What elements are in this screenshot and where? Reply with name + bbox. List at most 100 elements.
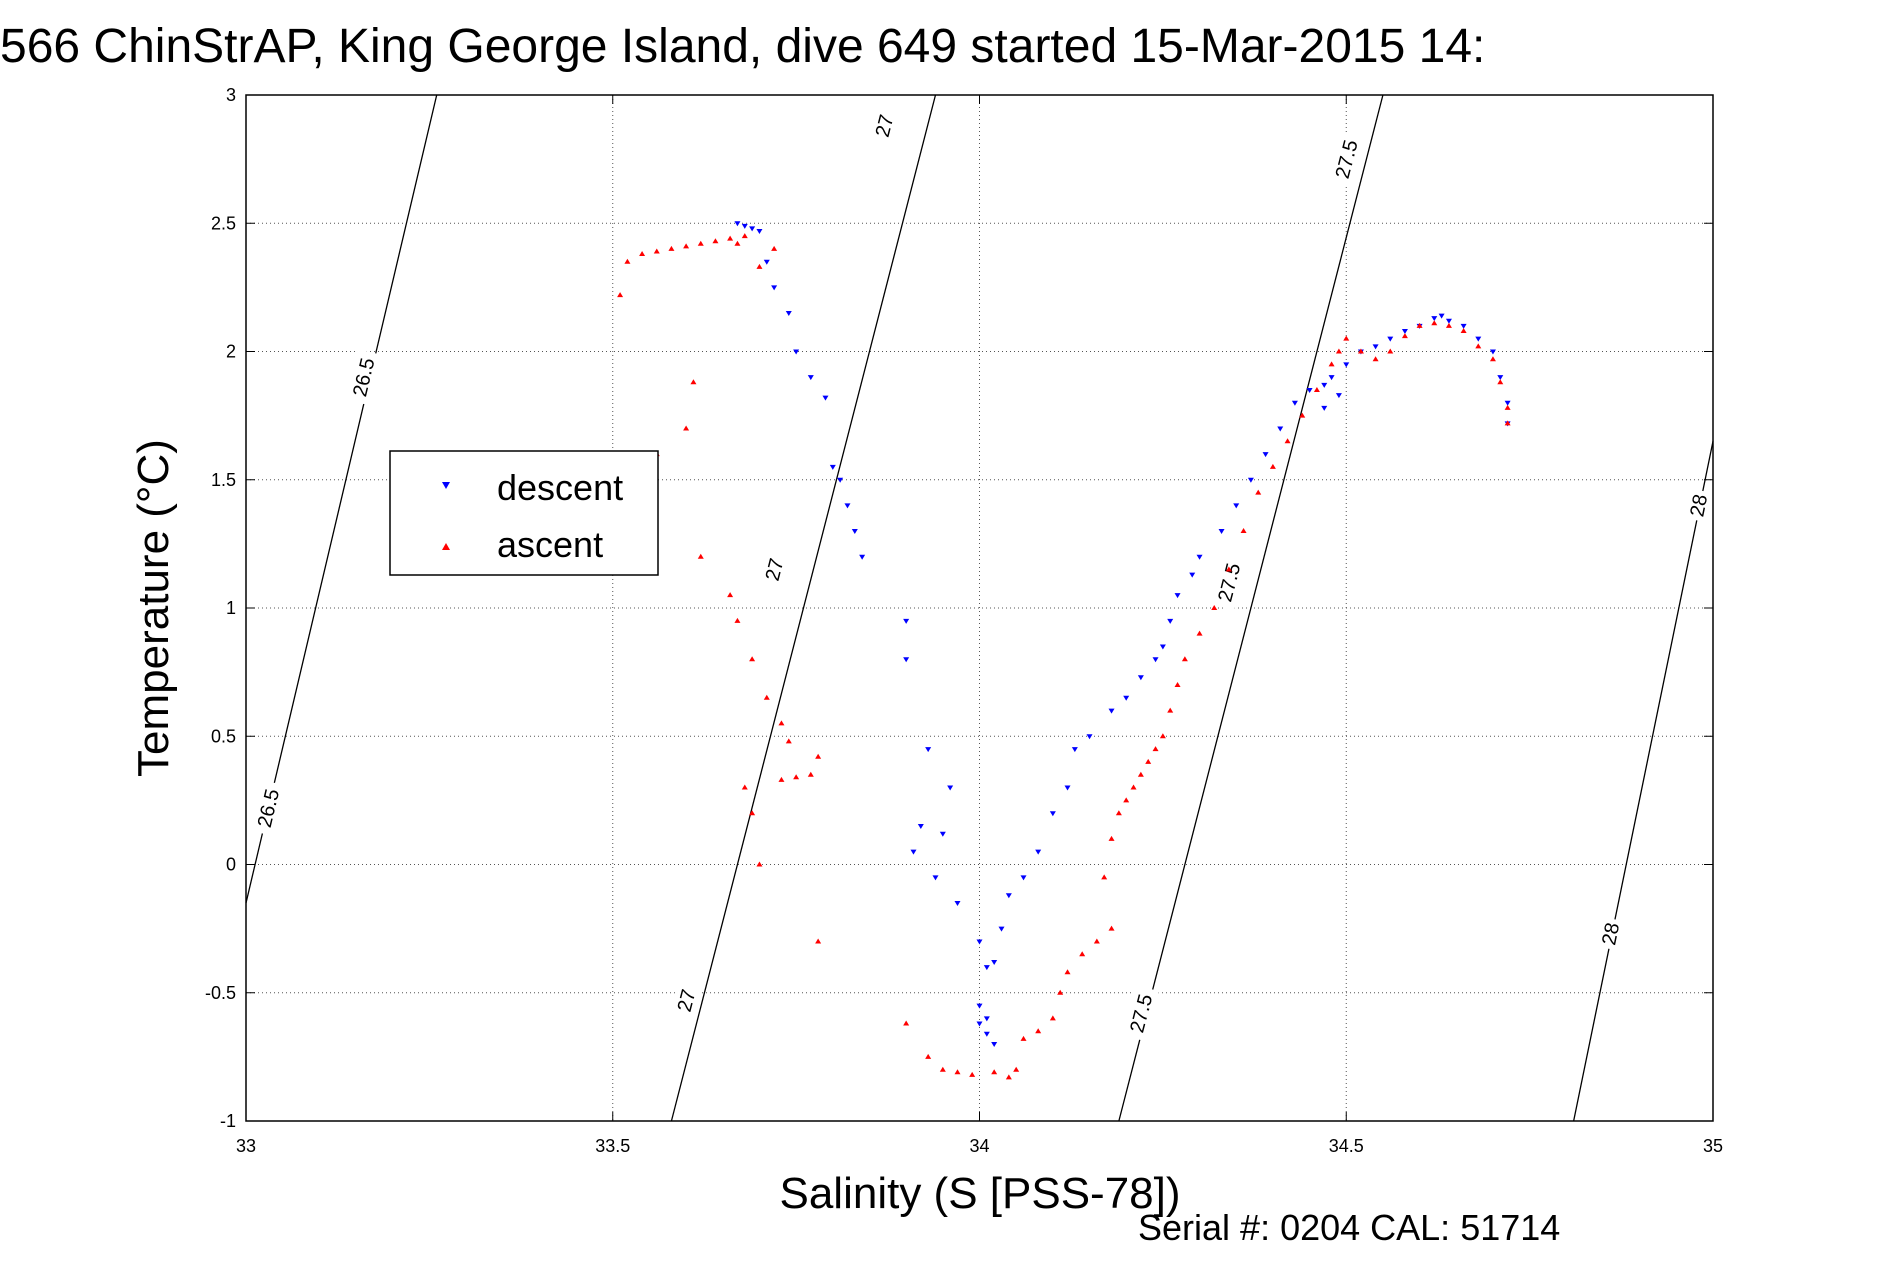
descent-point — [976, 939, 983, 945]
ascent-point — [1013, 1066, 1020, 1072]
legend-marker-descent — [442, 482, 450, 489]
descent-point — [1064, 785, 1071, 791]
contour-label-bg — [1210, 554, 1247, 611]
ascent-point — [1328, 361, 1335, 367]
x-tick-label: 35 — [1703, 1136, 1723, 1156]
ascent-point — [1196, 630, 1203, 636]
ascent-point — [1269, 463, 1276, 469]
descent-point — [925, 747, 932, 753]
ascent-point — [734, 617, 741, 623]
descent-point — [1189, 572, 1196, 578]
descent-point — [807, 375, 814, 381]
contour-label: 27.5 — [1126, 992, 1157, 1035]
ascent-point — [1079, 951, 1086, 957]
ascent-point — [1372, 356, 1379, 362]
ascent-point — [807, 771, 814, 777]
ascent-point — [1064, 969, 1071, 975]
x-axis-label: Salinity (S [PSS-78]) — [779, 1169, 1180, 1218]
x-axis-ticks: 33 33.5 34 34.5 35 — [236, 95, 1723, 1156]
ascent-point — [1445, 322, 1452, 328]
ascent-point — [954, 1069, 961, 1075]
descent-point — [741, 223, 748, 229]
ascent-point — [903, 1020, 910, 1026]
ascent-point — [1049, 1015, 1056, 1021]
descent-point — [1497, 375, 1504, 381]
descent-point — [1152, 657, 1159, 663]
descent-point — [903, 618, 910, 624]
descent-point — [859, 554, 866, 560]
descent-point — [1049, 811, 1056, 817]
descent-point — [1372, 344, 1379, 350]
ascent-point — [712, 238, 719, 244]
x-tick-label: 34.5 — [1329, 1136, 1364, 1156]
y-tick-label: 0.5 — [211, 726, 236, 746]
contour-label: 26.5 — [254, 787, 284, 830]
y-tick-label: 2.5 — [211, 213, 236, 233]
y-tick-label: -1 — [220, 1111, 236, 1131]
descent-point — [1005, 893, 1012, 899]
descent-point — [734, 221, 741, 227]
grid-lines — [246, 95, 1713, 1121]
contour-label-bg — [1683, 488, 1714, 523]
descent-point — [1343, 362, 1350, 368]
ascent-point — [653, 248, 660, 254]
y-tick-label: -0.5 — [205, 983, 236, 1003]
descent-point — [851, 529, 858, 535]
legend-marker-ascent — [442, 543, 450, 550]
ascent-point — [639, 251, 646, 257]
descent-point — [991, 1042, 998, 1048]
descent-point — [903, 657, 910, 663]
descent-point — [771, 285, 778, 291]
descent-point — [954, 900, 961, 906]
descent-point — [1020, 875, 1027, 881]
ascent-point — [734, 240, 741, 246]
ascent-point — [697, 240, 704, 246]
ascent-point — [683, 425, 690, 431]
descent-point — [1071, 747, 1078, 753]
ascent-point — [749, 656, 756, 662]
descent-point — [763, 259, 770, 265]
descent-point — [1460, 323, 1467, 329]
legend-label-descent: descent — [497, 467, 623, 508]
descent-point — [1445, 318, 1452, 324]
contour-label-bg — [345, 349, 382, 406]
ascent-point — [1137, 771, 1144, 777]
ascent-point — [1181, 656, 1188, 662]
serial-cal-label: Serial #: 0204 CAL: 51714 — [1138, 1207, 1560, 1248]
ascent-point — [697, 553, 704, 559]
ascent-point — [741, 784, 748, 790]
ascent-point — [1093, 938, 1100, 944]
ascent-point — [1497, 379, 1504, 385]
descent-point — [998, 926, 1005, 932]
ascent-point — [756, 861, 763, 867]
ascent-point — [778, 776, 785, 782]
ascent-point — [1504, 420, 1511, 426]
descent-point — [1218, 529, 1225, 535]
y-tick-label: 0 — [226, 855, 236, 875]
descent-point — [749, 226, 756, 232]
density-contour-27.5 — [1118, 94, 1384, 1122]
ascent-point — [1225, 566, 1232, 572]
descent-point — [1504, 400, 1511, 406]
ascent-point — [749, 810, 756, 816]
legend-box — [389, 450, 659, 576]
contour-label: 27 — [762, 556, 789, 583]
contour-label-bg — [1595, 916, 1626, 951]
series-ascent — [617, 233, 1511, 1080]
ascent-point — [668, 245, 675, 251]
contour-label: 27.5 — [1332, 138, 1363, 181]
descent-point — [1174, 593, 1181, 599]
series-descent — [734, 221, 1511, 1048]
ascent-point — [1313, 386, 1320, 392]
y-tick-label: 2 — [226, 342, 236, 362]
contour-label-bg — [758, 552, 790, 588]
descent-point — [1291, 400, 1298, 406]
descent-point — [1335, 393, 1342, 399]
ascent-point — [1174, 681, 1181, 687]
descent-point — [829, 464, 836, 470]
contour-label: 28 — [1598, 921, 1624, 947]
ascent-point — [1145, 758, 1152, 764]
descent-point — [1438, 313, 1445, 319]
ascent-point — [1431, 320, 1438, 326]
ascent-point — [1108, 925, 1115, 931]
